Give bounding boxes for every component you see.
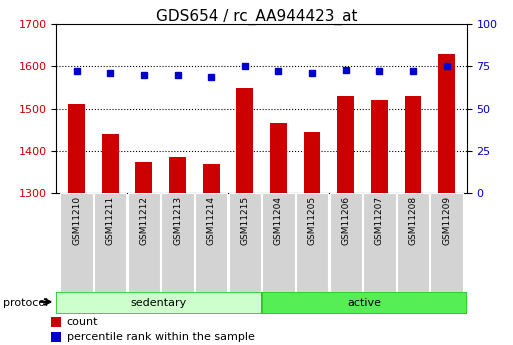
Text: sedentary: sedentary [131, 298, 187, 308]
Bar [169, 157, 186, 193]
Bar [162, 193, 194, 292]
Text: GSM11207: GSM11207 [375, 196, 384, 245]
Text: GSM11208: GSM11208 [408, 196, 418, 245]
Text: GSM11212: GSM11212 [140, 196, 148, 245]
Bar [262, 292, 467, 314]
Bar [195, 193, 227, 292]
Bar [262, 193, 294, 292]
Bar [51, 317, 61, 327]
Text: GSM11205: GSM11205 [308, 196, 317, 245]
Bar [397, 193, 429, 292]
Bar [270, 124, 287, 193]
Text: GSM11206: GSM11206 [341, 196, 350, 245]
Text: GSM11215: GSM11215 [240, 196, 249, 245]
Bar [128, 193, 160, 292]
Text: GDS654 / rc_AA944423_at: GDS654 / rc_AA944423_at [156, 9, 357, 25]
Text: GSM11211: GSM11211 [106, 196, 115, 245]
Bar [229, 193, 261, 292]
Bar [68, 105, 85, 193]
Bar [329, 193, 362, 292]
Bar [363, 193, 396, 292]
Bar [56, 292, 262, 314]
Bar [405, 96, 421, 193]
Bar [438, 54, 455, 193]
Text: GSM11210: GSM11210 [72, 196, 81, 245]
Bar [304, 132, 321, 193]
Bar [338, 96, 354, 193]
Text: GSM11213: GSM11213 [173, 196, 182, 245]
Text: GSM11209: GSM11209 [442, 196, 451, 245]
Bar [430, 193, 463, 292]
Text: GSM11204: GSM11204 [274, 196, 283, 245]
Bar [94, 193, 126, 292]
Text: percentile rank within the sample: percentile rank within the sample [67, 332, 254, 342]
Bar [61, 193, 93, 292]
Bar [203, 164, 220, 193]
Text: count: count [67, 317, 98, 327]
Bar [296, 193, 328, 292]
Text: active: active [347, 298, 381, 308]
Bar [51, 332, 61, 342]
Text: protocol: protocol [3, 298, 48, 308]
Bar [371, 100, 388, 193]
Bar [135, 161, 152, 193]
Text: GSM11214: GSM11214 [207, 196, 215, 245]
Bar [236, 88, 253, 193]
Bar [102, 134, 119, 193]
